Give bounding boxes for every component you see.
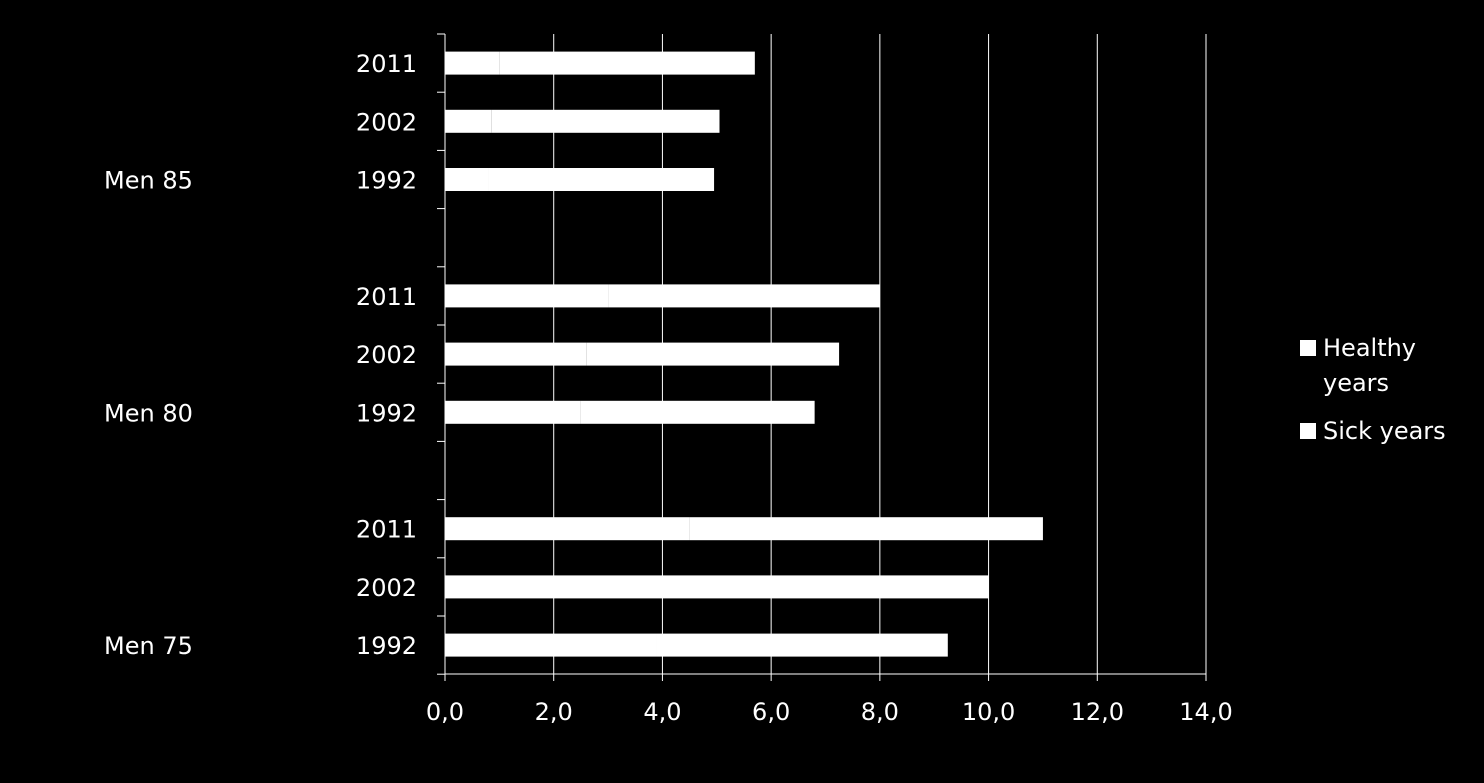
bar-healthy-years	[445, 168, 489, 191]
year-label: 2011	[356, 516, 417, 544]
x-tick-label: 6,0	[752, 698, 790, 726]
x-tick-label: 8,0	[861, 698, 899, 726]
year-label: 1992	[356, 167, 417, 195]
bar-sick-years	[656, 633, 948, 657]
year-label: 2011	[356, 50, 417, 78]
bar-healthy-years	[445, 575, 663, 599]
bar-sick-years	[580, 400, 815, 424]
bar-healthy-years	[445, 342, 587, 366]
x-tick-label: 14,0	[1179, 698, 1232, 726]
legend: Healthy years Sick years	[1300, 334, 1446, 445]
bar-healthy-years	[445, 517, 690, 541]
bars	[445, 51, 1043, 657]
legend-label: Healthy	[1323, 334, 1416, 362]
bar-sick-years	[499, 51, 755, 75]
year-label: 1992	[356, 399, 417, 427]
bar-sick-years	[689, 517, 1043, 541]
y-axis-labels: 2011 2002 1992 Men 85 2011 2002 1992 Men 80 2011…	[104, 50, 417, 660]
year-label: 2002	[356, 108, 417, 136]
bar-sick-years	[608, 284, 880, 308]
x-tick-label: 4,0	[643, 698, 681, 726]
x-tick-label: 10,0	[962, 698, 1015, 726]
bar-healthy-years	[445, 109, 492, 133]
year-label: 2002	[356, 341, 417, 369]
bar-sick-years	[488, 168, 715, 191]
legend-swatch-sick	[1300, 423, 1316, 439]
legend-swatch-healthy	[1300, 340, 1316, 356]
group-label: Men 85	[104, 167, 193, 195]
bar-healthy-years	[445, 400, 581, 424]
x-tick-label: 0,0	[426, 698, 464, 726]
x-tick-label: 2,0	[535, 698, 573, 726]
axes	[437, 33, 1207, 681]
bar-sick-years	[586, 342, 840, 366]
year-label: 1992	[356, 632, 417, 660]
year-label: 2002	[356, 574, 417, 602]
x-tick-label: 12,0	[1071, 698, 1124, 726]
bar-healthy-years	[445, 284, 609, 308]
bar-sick-years	[662, 575, 989, 599]
year-label: 2011	[356, 283, 417, 311]
legend-label-line2: years	[1323, 369, 1389, 397]
legend-label: Sick years	[1323, 417, 1446, 445]
bar-healthy-years	[445, 633, 657, 657]
bar-healthy-years	[445, 51, 500, 75]
group-label: Men 75	[104, 632, 193, 660]
x-axis-tick-labels: 0,0 2,0 4,0 6,0 8,0 10,0 12,0 14,0	[426, 698, 1233, 726]
bar-sick-years	[491, 109, 720, 133]
group-label: Men 80	[104, 399, 193, 427]
